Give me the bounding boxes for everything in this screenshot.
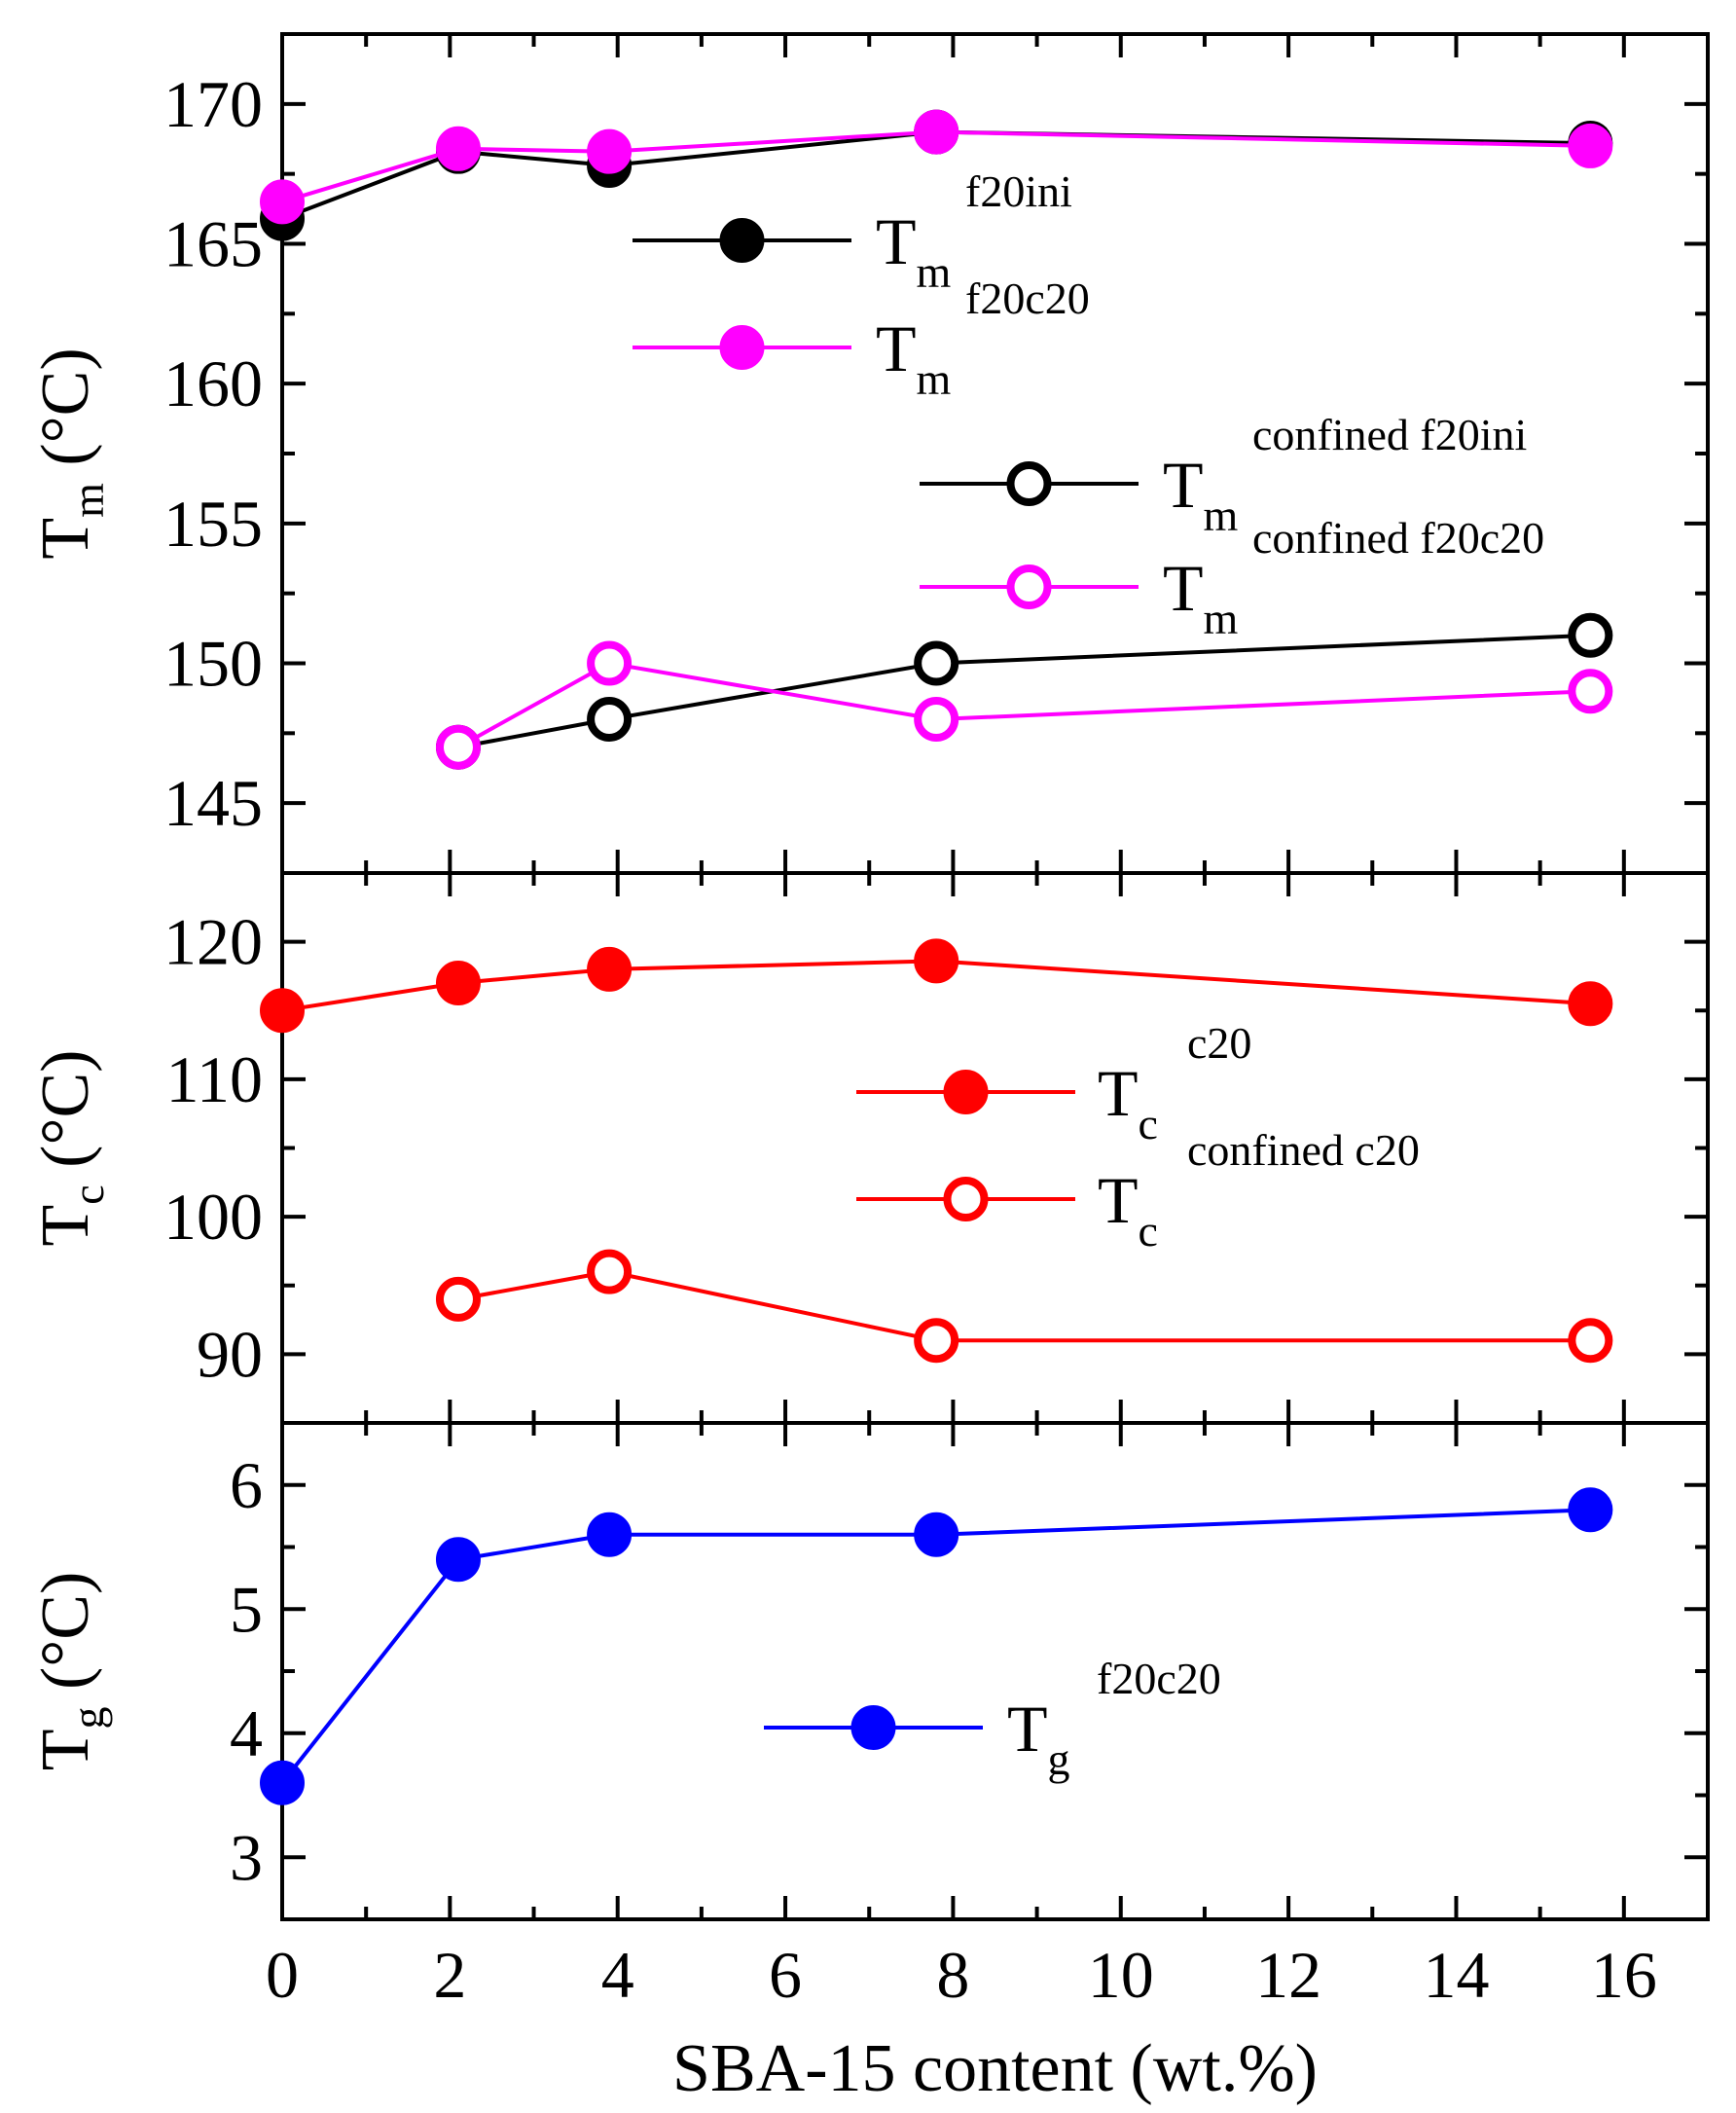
legend-superscript: c20 — [1187, 1018, 1251, 1068]
series-confined-f20c20 — [435, 640, 1613, 770]
data-point — [914, 1512, 959, 1557]
x-tick-label: 12 — [1255, 1938, 1321, 2012]
data-point — [914, 938, 959, 984]
data-point — [587, 128, 633, 174]
data-point — [914, 696, 959, 742]
y-tick-label: 165 — [163, 207, 263, 281]
data-point — [1568, 123, 1613, 168]
x-tick-label: 4 — [601, 1938, 634, 2012]
legend-entry: Tm confined f20c20 — [920, 513, 1544, 643]
legend-entry: Tg f20c20 — [764, 1654, 1221, 1784]
y-tick-label: 100 — [163, 1180, 263, 1254]
legend-marker — [719, 218, 765, 263]
legend-superscript: confined f20c20 — [1252, 513, 1544, 563]
data-point — [435, 961, 481, 1005]
legend-entry: Tc confined c20 — [856, 1125, 1420, 1256]
legend-entry: Tm f20c20 — [633, 273, 1090, 404]
data-point — [1568, 669, 1613, 714]
data-point — [1568, 981, 1613, 1027]
y-tick-label: 3 — [230, 1820, 263, 1894]
legend-label: Tm — [876, 204, 952, 297]
y-axis-title: Tg (°C) — [28, 1572, 113, 1771]
data-point — [587, 1249, 633, 1294]
x-tick-label: 10 — [1088, 1938, 1154, 2012]
legend-entry: Tm confined f20ini — [920, 410, 1527, 540]
data-point — [435, 1276, 481, 1322]
legend-superscript: f20c20 — [965, 273, 1090, 323]
legend-superscript: f20c20 — [1097, 1654, 1221, 1703]
legend-label: Tc — [1098, 1163, 1158, 1256]
legend-superscript: confined f20ini — [1252, 410, 1527, 459]
series-line — [457, 1269, 1591, 1343]
legend-marker — [1006, 461, 1052, 506]
x-tick-label: 14 — [1423, 1938, 1489, 2012]
x-tick-label: 2 — [433, 1938, 466, 2012]
data-point — [435, 1537, 481, 1583]
data-point — [914, 640, 959, 686]
series-line — [457, 661, 1591, 749]
y-tick-label: 170 — [163, 67, 263, 141]
data-point — [260, 1760, 305, 1805]
panel-bottom: 3 4 5 6 Tg (°C) Tg f20c20 — [28, 1421, 1710, 1921]
legend-marker — [850, 1705, 896, 1750]
series-f20c20 — [260, 109, 1613, 225]
data-point — [914, 1318, 959, 1364]
data-point — [260, 179, 305, 225]
legend-marker — [943, 1070, 989, 1114]
legend-label: Tm — [1163, 448, 1239, 540]
data-point — [914, 109, 959, 155]
legend-marker — [719, 325, 765, 370]
y-tick-label: 110 — [166, 1042, 263, 1116]
x-tick-label: 0 — [266, 1938, 299, 2012]
panel-top: 145 150 155 160 165 170 Tm (°C) Tm f20ini Tm f20c2… — [28, 32, 1710, 875]
x-tick-label: 16 — [1591, 1938, 1657, 2012]
data-point — [260, 988, 305, 1034]
panel-middle: 90 100 110 120 Tc (°C) Tc c20 Tc confined c20 — [28, 871, 1710, 1425]
legend-entry: Tc c20 — [856, 1018, 1251, 1148]
y-tick-label: 145 — [163, 766, 263, 840]
data-point — [587, 640, 633, 686]
y-tick-label: 5 — [230, 1572, 263, 1646]
series-confined-c20 — [435, 1249, 1613, 1364]
y-tick-label: 6 — [230, 1448, 263, 1522]
y-tick-label: 120 — [163, 905, 263, 979]
plot-frame — [280, 1421, 1710, 1921]
data-point — [587, 946, 633, 992]
legend-marker — [943, 1177, 989, 1221]
legend-superscript: f20ini — [965, 166, 1072, 216]
y-tick-label: 4 — [230, 1696, 263, 1770]
series-c20 — [260, 938, 1613, 1034]
data-point — [1568, 1487, 1613, 1533]
legend-marker — [1006, 565, 1052, 609]
y-tick-label: 155 — [163, 487, 263, 561]
legend-superscript: confined c20 — [1187, 1125, 1420, 1175]
y-tick-label: 160 — [163, 346, 263, 420]
x-axis-title: SBA-15 content (wt.%) — [672, 2031, 1318, 2106]
y-tick-label: 90 — [197, 1317, 263, 1391]
legend-label: Tg — [1007, 1692, 1070, 1784]
y-axis-title: Tc (°C) — [28, 1050, 113, 1247]
data-point — [435, 126, 481, 171]
data-point — [587, 1512, 633, 1557]
legend-label: Tm — [1163, 551, 1239, 643]
series-f20c20 — [260, 1487, 1613, 1805]
data-point — [1568, 1318, 1613, 1364]
y-axis-title: Tm (°C) — [28, 347, 113, 559]
data-point — [587, 696, 633, 742]
legend-label: Tm — [876, 311, 952, 404]
series-confined-f20ini — [435, 612, 1613, 770]
data-point — [1568, 612, 1613, 658]
y-tick-label: 150 — [163, 627, 263, 701]
x-tick-label: 8 — [936, 1938, 969, 2012]
data-point — [435, 724, 481, 770]
legend-entry: Tm f20ini — [633, 166, 1072, 297]
x-tick-label: 6 — [769, 1938, 802, 2012]
legend-label: Tc — [1098, 1056, 1158, 1148]
